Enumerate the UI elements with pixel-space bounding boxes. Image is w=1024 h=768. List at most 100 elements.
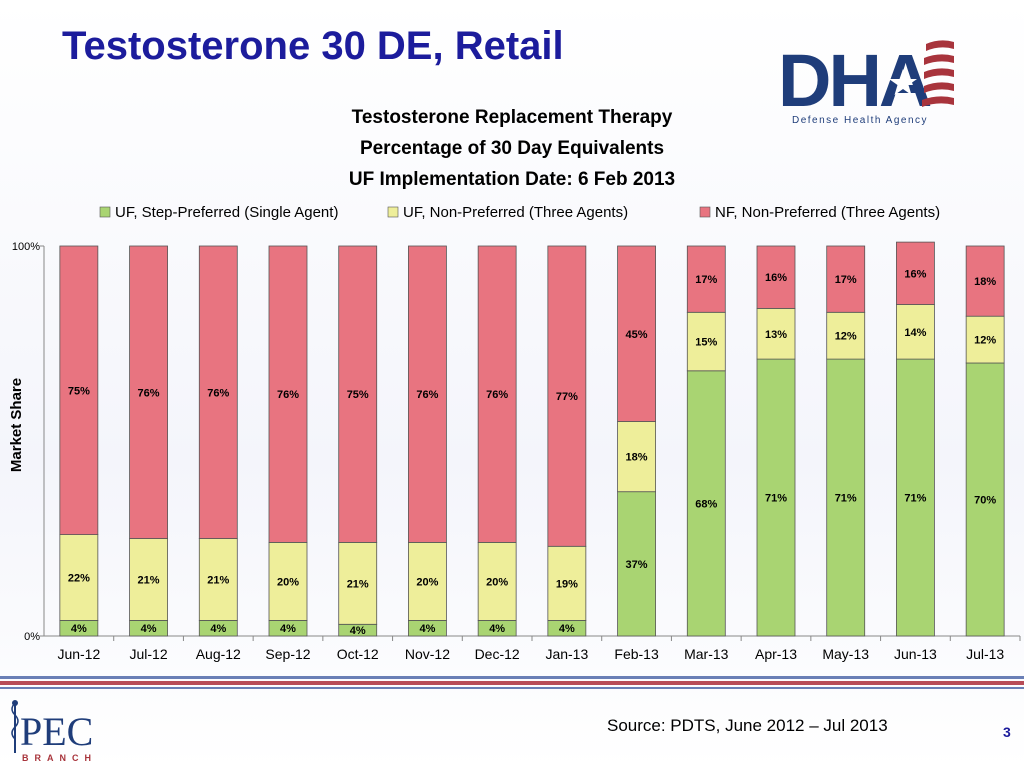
data-label: 76%: [138, 387, 160, 399]
bar-segment: [756, 307, 796, 360]
y-axis-label: Market Share: [8, 378, 25, 472]
data-label: 70%: [974, 495, 996, 507]
x-tick-label: Aug-12: [196, 646, 241, 662]
x-tick-label: Feb-13: [614, 646, 659, 662]
source-note: Source: PDTS, June 2012 – Jul 2013: [607, 716, 888, 735]
legend-swatch: [699, 206, 711, 218]
data-label: 76%: [277, 389, 299, 401]
legend-label: UF, Non-Preferred (Three Agents): [403, 204, 628, 221]
chart-title-line-3: UF Implementation Date: 6 Feb 2013: [349, 169, 675, 190]
data-label: 76%: [207, 387, 229, 399]
bar-segment: [129, 538, 168, 621]
data-label: 20%: [486, 576, 508, 588]
data-label: 22%: [68, 573, 90, 585]
data-label: 4%: [559, 623, 575, 635]
data-label: 71%: [835, 493, 857, 505]
market-share-chart: Testosterone Replacement Therapy Percent…: [8, 107, 1021, 662]
bar-segment: [617, 245, 656, 422]
data-label: 71%: [904, 493, 926, 505]
bar-segment: [547, 245, 587, 547]
data-label: 13%: [765, 329, 787, 341]
bar-segment: [826, 245, 866, 313]
bar-segment: [129, 245, 168, 539]
x-tick-label: Jun-12: [57, 646, 100, 662]
x-tick-label: Jan-13: [545, 646, 588, 662]
data-label: 45%: [626, 329, 648, 341]
data-label: 15%: [695, 337, 717, 349]
data-label: 12%: [974, 335, 996, 347]
bar-segment: [198, 245, 238, 539]
x-tick-label: Apr-13: [755, 646, 797, 662]
bar-segment: [338, 541, 378, 625]
slide-title: Testosterone 30 DE, Retail: [62, 24, 564, 68]
data-label: 4%: [489, 623, 505, 635]
data-label: 68%: [695, 498, 717, 510]
dha-logo-star: [889, 69, 917, 95]
bar-segment: [686, 245, 726, 313]
bar-segment: [477, 541, 517, 621]
legend-label: UF, Step-Preferred (Single Agent): [115, 204, 338, 221]
bar-segment: [686, 370, 726, 637]
data-label: 16%: [904, 268, 926, 280]
bar-segment: [59, 534, 99, 621]
page-number: 3: [1003, 724, 1011, 740]
bar-segment: [826, 358, 866, 637]
data-label: 14%: [904, 327, 926, 339]
dha-logo: DHA Defense Health Agency: [778, 39, 954, 126]
x-tick-label: Dec-12: [475, 646, 520, 662]
footer-divider-middle: [0, 681, 1024, 685]
bar-segment: [408, 245, 447, 543]
data-label: 4%: [350, 625, 366, 637]
bar-segment: [686, 311, 726, 372]
legend-swatch: [387, 206, 399, 218]
x-tick-label: Sep-12: [265, 646, 310, 662]
data-label: 20%: [416, 576, 438, 588]
pec-logo-caption: BRANCH: [22, 753, 97, 763]
data-label: 16%: [765, 272, 787, 284]
bar-segment: [198, 538, 238, 621]
y-tick-label: 100%: [12, 241, 40, 253]
x-tick-label: May-13: [822, 646, 869, 662]
bar-segment: [268, 245, 308, 543]
bar-segment: [896, 358, 935, 637]
chart-legend: UF, Step-Preferred (Single Agent) UF, Non…: [99, 204, 940, 221]
data-label: 17%: [835, 274, 857, 286]
data-label: 19%: [556, 578, 578, 590]
bar-segment: [896, 304, 935, 360]
bar-segment: [826, 311, 866, 360]
data-label: 75%: [68, 385, 90, 397]
data-label: 4%: [71, 623, 87, 635]
data-label: 18%: [626, 452, 648, 464]
data-label: 4%: [141, 623, 157, 635]
data-label: 4%: [419, 623, 435, 635]
plot-area: 100% 0% 4% 22% 75% Jun-12 4% 21% 76% Jul-12 4% 21% 7…: [12, 241, 1021, 662]
legend-label: NF, Non-Preferred (Three Agents): [715, 204, 940, 221]
y-tick-label: 0%: [24, 631, 40, 643]
bar-segment: [756, 245, 796, 309]
data-label: 4%: [210, 623, 226, 635]
legend-swatch: [99, 206, 111, 218]
x-tick-label: Mar-13: [684, 646, 729, 662]
data-label: 12%: [835, 331, 857, 343]
bar-segment: [59, 245, 99, 536]
x-tick-label: Jul-13: [966, 646, 1004, 662]
chart-title: Testosterone Replacement Therapy Percent…: [349, 107, 675, 190]
footer-divider-top: [0, 676, 1024, 679]
chart-title-line-2: Percentage of 30 Day Equivalents: [360, 138, 664, 159]
data-label: 21%: [138, 574, 160, 586]
pec-logo-letters: PEC: [20, 709, 93, 754]
x-tick-label: Nov-12: [405, 646, 450, 662]
dha-logo-caption: Defense Health Agency: [792, 115, 928, 126]
bar-segment: [965, 245, 1005, 317]
bar-segment: [965, 315, 1005, 364]
data-label: 77%: [556, 391, 578, 403]
data-label: 18%: [974, 276, 996, 288]
pec-logo: PEC BRANCH: [11, 700, 97, 763]
x-tick-label: Oct-12: [337, 646, 379, 662]
bar-segment: [965, 362, 1005, 637]
data-label: 76%: [486, 389, 508, 401]
footer-divider-bottom: [0, 687, 1024, 689]
data-label: 17%: [695, 274, 717, 286]
data-label: 75%: [347, 389, 369, 401]
data-label: 20%: [277, 576, 299, 588]
